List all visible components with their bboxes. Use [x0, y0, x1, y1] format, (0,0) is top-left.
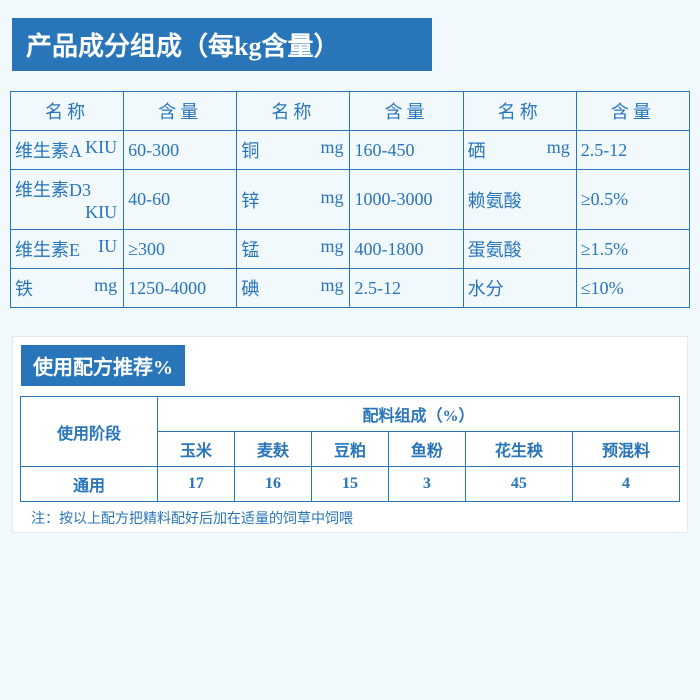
comp-row: 维生素EIU ≥300 锰mg 400-1800 蛋氨酸 ≥1.5% — [11, 230, 690, 269]
comp-value: ≥300 — [124, 230, 237, 269]
col-value: 含量 — [124, 92, 237, 131]
comp-value: 2.5-12 — [350, 269, 463, 308]
note-text: 注：按以上配方把精料配好后加在适量的饲草中饲喂 — [31, 508, 687, 528]
section-title: 产品成分组成（每kg含量） — [12, 18, 432, 71]
sub-title: 使用配方推荐% — [21, 345, 185, 386]
cell: 15 — [311, 467, 388, 502]
comp-row: 维生素AKIU 60-300 铜mg 160-450 硒mg 2.5-12 — [11, 131, 690, 170]
comp-name: 蛋氨酸 — [463, 230, 576, 269]
comp-name: 硒mg — [463, 131, 576, 170]
cell: 17 — [158, 467, 235, 502]
comp-name: 维生素D3KIU — [11, 170, 124, 230]
col: 花生秧 — [465, 432, 572, 467]
comp-value: ≥0.5% — [576, 170, 689, 230]
comp-value: 60-300 — [124, 131, 237, 170]
comp-name: 赖氨酸 — [463, 170, 576, 230]
comp-name: 锰mg — [237, 230, 350, 269]
col-name: 名称 — [237, 92, 350, 131]
col: 鱼粉 — [388, 432, 465, 467]
comp-value: 400-1800 — [350, 230, 463, 269]
comp-name: 维生素AKIU — [11, 131, 124, 170]
col-name: 名称 — [463, 92, 576, 131]
cell: 16 — [235, 467, 312, 502]
group-header: 配料组成（%） — [158, 397, 680, 432]
comp-value: ≤10% — [576, 269, 689, 308]
col: 预混料 — [572, 432, 679, 467]
comp-value: 2.5-12 — [576, 131, 689, 170]
comp-name: 铜mg — [237, 131, 350, 170]
cell: 45 — [465, 467, 572, 502]
col-value: 含量 — [350, 92, 463, 131]
col: 麦麸 — [235, 432, 312, 467]
comp-row: 铁mg 1250-4000 碘mg 2.5-12 水分 ≤10% — [11, 269, 690, 308]
col: 玉米 — [158, 432, 235, 467]
comp-name: 锌mg — [237, 170, 350, 230]
composition-table: 名称 含量 名称 含量 名称 含量 维生素AKIU 60-300 铜mg 160… — [10, 91, 690, 308]
comp-value: 1250-4000 — [124, 269, 237, 308]
row-label: 通用 — [21, 467, 158, 502]
comp-value: ≥1.5% — [576, 230, 689, 269]
comp-header-row: 名称 含量 名称 含量 名称 含量 — [11, 92, 690, 131]
comp-row: 维生素D3KIU 40-60 锌mg 1000-3000 赖氨酸 ≥0.5% — [11, 170, 690, 230]
stage-header: 使用阶段 — [21, 397, 158, 467]
comp-name: 铁mg — [11, 269, 124, 308]
comp-name: 维生素EIU — [11, 230, 124, 269]
comp-value: 1000-3000 — [350, 170, 463, 230]
col: 豆粕 — [311, 432, 388, 467]
comp-value: 160-450 — [350, 131, 463, 170]
comp-value: 40-60 — [124, 170, 237, 230]
formula-row: 通用 17 16 15 3 45 4 — [21, 467, 680, 502]
formula-table: 使用阶段 配料组成（%） 玉米 麦麸 豆粕 鱼粉 花生秧 预混料 通用 17 1… — [20, 396, 680, 502]
cell: 4 — [572, 467, 679, 502]
cell: 3 — [388, 467, 465, 502]
col-name: 名称 — [11, 92, 124, 131]
col-value: 含量 — [576, 92, 689, 131]
comp-name: 水分 — [463, 269, 576, 308]
formula-section: 使用配方推荐% 使用阶段 配料组成（%） 玉米 麦麸 豆粕 鱼粉 花生秧 预混料… — [12, 336, 688, 533]
comp-name: 碘mg — [237, 269, 350, 308]
